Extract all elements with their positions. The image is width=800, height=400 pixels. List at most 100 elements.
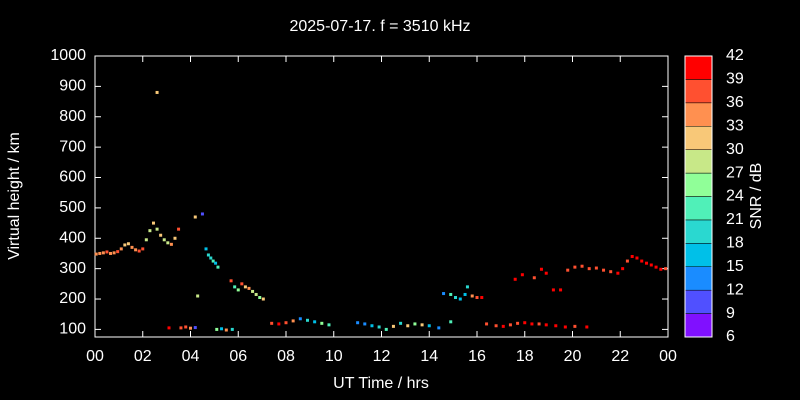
x-axis-label: UT Time / hrs: [333, 375, 429, 392]
colorbar-tick-label: 42: [726, 47, 744, 64]
point: [204, 247, 208, 251]
point: [449, 320, 453, 324]
point: [363, 322, 367, 326]
point: [109, 251, 113, 255]
point: [616, 271, 620, 275]
point: [544, 323, 548, 327]
point: [539, 267, 543, 271]
x-tick-label: 04: [182, 348, 200, 365]
point: [384, 327, 388, 331]
point: [126, 242, 130, 246]
point: [442, 292, 446, 296]
point: [463, 292, 467, 296]
point: [155, 227, 159, 231]
point: [465, 285, 469, 289]
point: [413, 322, 417, 326]
point: [645, 261, 649, 265]
point: [475, 296, 479, 300]
y-tick-label: 600: [59, 169, 86, 186]
colorbar-bin: [684, 243, 713, 267]
point: [206, 253, 210, 257]
point: [458, 297, 462, 301]
point: [594, 266, 598, 270]
x-tick-label: 08: [277, 348, 295, 365]
point: [233, 285, 237, 289]
point: [230, 327, 234, 331]
point: [664, 267, 668, 271]
point: [177, 227, 181, 231]
point: [151, 221, 155, 225]
y-axis-label: Virtual height / km: [6, 132, 23, 260]
x-tick-label: 22: [611, 348, 629, 365]
colorbar-bin: [684, 266, 713, 291]
point: [320, 321, 324, 325]
point: [214, 261, 218, 265]
point: [305, 318, 309, 322]
point: [112, 251, 116, 255]
point: [544, 271, 548, 275]
point: [193, 326, 197, 330]
x-tick-label: 16: [468, 348, 486, 365]
colorbar-bin: [684, 126, 713, 150]
colorbar-tick-label: 27: [726, 164, 744, 181]
point: [573, 324, 577, 328]
point: [370, 324, 374, 328]
point: [625, 259, 629, 263]
point: [427, 324, 431, 328]
point: [406, 324, 410, 328]
point: [649, 263, 653, 267]
point: [254, 292, 258, 296]
point: [399, 321, 403, 325]
x-tick-label: 12: [373, 348, 391, 365]
point: [251, 289, 255, 293]
point: [602, 268, 606, 272]
point: [327, 323, 331, 327]
point: [189, 326, 192, 330]
x-tick-label: 20: [564, 348, 582, 365]
point: [193, 215, 197, 219]
point: [313, 320, 317, 324]
point: [530, 322, 534, 326]
point: [215, 327, 219, 331]
x-tick-label: 02: [134, 348, 152, 365]
colorbar-bin: [684, 313, 713, 338]
colorbar-tick-label: 24: [726, 188, 744, 205]
point: [501, 324, 505, 328]
point: [277, 322, 281, 326]
colorbar-tick-label: 39: [726, 71, 744, 88]
point: [566, 268, 570, 272]
colorbar-label: SNR / dB: [748, 163, 765, 230]
point: [356, 321, 360, 325]
point: [554, 324, 558, 328]
chart-title: 2025-07-17. f = 3510 kHz: [289, 18, 470, 35]
point: [454, 296, 458, 300]
point: [485, 322, 489, 326]
colorbar-tick-label: 36: [726, 94, 744, 111]
x-tick-label: 10: [325, 348, 343, 365]
point: [573, 265, 577, 269]
colorbar-bin: [684, 149, 713, 174]
colorbar-bin: [684, 196, 713, 221]
point: [167, 326, 171, 330]
y-tick-label: 200: [59, 290, 86, 307]
x-tick-label: 18: [516, 348, 534, 365]
y-tick-label: 800: [59, 108, 86, 125]
point: [116, 250, 120, 254]
colorbar-bin: [684, 79, 713, 104]
colorbar-bin: [684, 55, 713, 80]
point: [144, 238, 148, 242]
point: [224, 328, 228, 332]
colorbar-tick-label: 18: [726, 235, 744, 252]
point: [494, 324, 498, 328]
point: [508, 323, 512, 327]
y-tick-label: 500: [59, 199, 86, 216]
point: [200, 212, 204, 216]
point: [196, 294, 200, 298]
colorbar-tick-label: 6: [726, 328, 735, 345]
point: [179, 326, 183, 330]
point: [580, 264, 584, 268]
point: [101, 251, 105, 255]
colorbar-tick-label: 12: [726, 281, 744, 298]
point: [105, 250, 109, 254]
